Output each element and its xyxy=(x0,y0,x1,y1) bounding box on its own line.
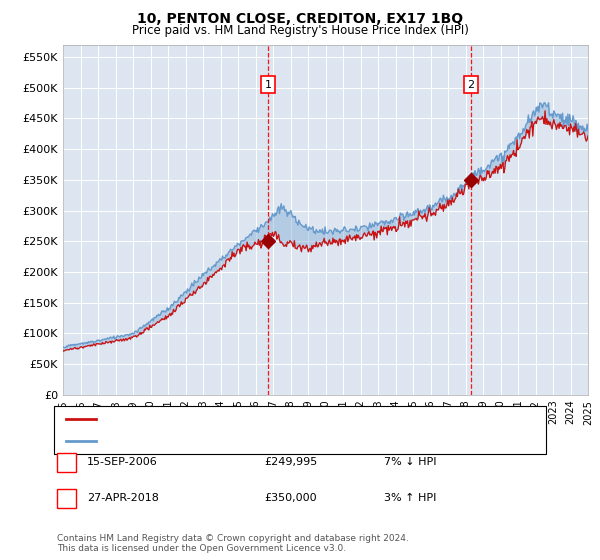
Text: 3% ↑ HPI: 3% ↑ HPI xyxy=(384,493,436,503)
Text: 2: 2 xyxy=(63,493,70,503)
Text: 1: 1 xyxy=(63,457,70,467)
Text: 7% ↓ HPI: 7% ↓ HPI xyxy=(384,457,437,467)
Text: 27-APR-2018: 27-APR-2018 xyxy=(87,493,159,503)
Text: 10, PENTON CLOSE, CREDITON, EX17 1BQ (detached house): 10, PENTON CLOSE, CREDITON, EX17 1BQ (de… xyxy=(99,414,413,424)
Text: Price paid vs. HM Land Registry's House Price Index (HPI): Price paid vs. HM Land Registry's House … xyxy=(131,24,469,36)
Text: £249,995: £249,995 xyxy=(264,457,317,467)
Text: 10, PENTON CLOSE, CREDITON, EX17 1BQ: 10, PENTON CLOSE, CREDITON, EX17 1BQ xyxy=(137,12,463,26)
Text: 2: 2 xyxy=(467,80,475,90)
Text: 1: 1 xyxy=(265,80,271,90)
Text: £350,000: £350,000 xyxy=(264,493,317,503)
Text: HPI: Average price, detached house, Mid Devon: HPI: Average price, detached house, Mid … xyxy=(99,436,347,446)
Text: 15-SEP-2006: 15-SEP-2006 xyxy=(87,457,158,467)
Text: Contains HM Land Registry data © Crown copyright and database right 2024.
This d: Contains HM Land Registry data © Crown c… xyxy=(57,534,409,553)
